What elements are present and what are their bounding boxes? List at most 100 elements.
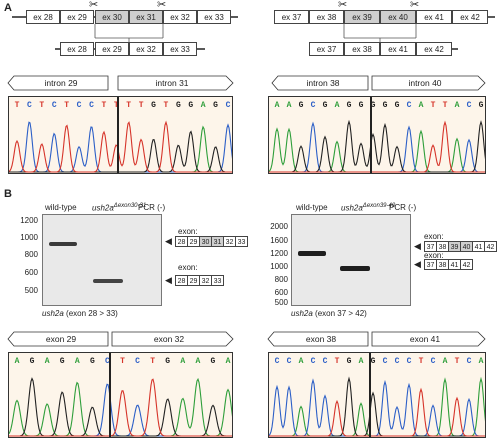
base-call: C (467, 101, 472, 110)
base-call: G (90, 357, 95, 366)
lane-wild-type: wild-type (45, 203, 77, 212)
deleted-exon-box: ex 40 (380, 10, 416, 24)
exon-label: exon 32 (153, 334, 185, 344)
ladder-tick: 800 (274, 275, 288, 284)
intron-label: intron 31 (155, 78, 189, 88)
base-call: A (226, 357, 231, 366)
ladder-tick: 600 (24, 268, 38, 277)
gel-caption-text: (exon 37 > 42) (315, 309, 367, 318)
base-call: C (52, 101, 57, 110)
base-call: C (27, 101, 32, 110)
exon-box: ex 41 (380, 42, 416, 56)
base-call: G (359, 101, 364, 110)
exon-box: ex 32 (163, 10, 197, 24)
lane-mutant-name: ush2a (341, 203, 363, 213)
base-call: A (75, 357, 80, 366)
base-call: G (395, 101, 400, 110)
exon-box: ex 38 (344, 42, 380, 56)
base-call: C (311, 101, 316, 110)
base-call: G (213, 101, 218, 110)
base-call: G (479, 101, 484, 110)
trace-G (269, 119, 485, 173)
base-call: A (195, 357, 200, 366)
base-call: C (311, 357, 316, 366)
base-call: A (479, 357, 484, 366)
ladder-tick: 1000 (20, 233, 38, 242)
base-call: T (455, 357, 460, 366)
exon-box: ex 29 (95, 42, 129, 56)
scissors-icon: ✂ (157, 0, 167, 11)
exon-label: exon: (178, 227, 198, 236)
base-call: G (347, 101, 352, 110)
exon-label: exon 29 (45, 334, 77, 344)
base-call: A (287, 101, 292, 110)
ladder-tick: 500 (274, 298, 288, 307)
base-call: T (164, 101, 169, 110)
base-call: G (30, 357, 35, 366)
lane-wild-type: wild-type (296, 203, 328, 212)
ladder-tick: 1200 (270, 249, 288, 258)
arrowhead-icon: ◀ (165, 236, 172, 246)
base-call: T (150, 357, 155, 366)
trace-A (9, 377, 232, 437)
exon-box: ex 32 (129, 42, 163, 56)
base-call: A (275, 101, 280, 110)
base-call: C (287, 357, 292, 366)
base-call: G (347, 357, 352, 366)
base-call: C (89, 101, 94, 110)
base-call: T (120, 357, 125, 366)
base-call: T (139, 101, 144, 110)
exon-label: exon: (178, 263, 198, 272)
arrowhead-icon: ◀ (165, 275, 172, 285)
ladder-tick: 1600 (270, 236, 288, 245)
base-call: A (15, 357, 20, 366)
arrowhead-icon: ◀ (414, 241, 421, 251)
lane-mutant: ush2aΔexon30-31 (92, 203, 146, 213)
base-call: C (383, 357, 388, 366)
ladder-tick: 2000 (270, 222, 288, 231)
base-call: A (335, 101, 340, 110)
ladder-tick: 500 (24, 286, 38, 295)
base-call: C (431, 357, 436, 366)
lane-mutant-name: ush2a (92, 203, 114, 213)
lane-pcr-negative: PCR (-) (138, 203, 166, 212)
gel-caption: ush2a (exon 28 > 33) (42, 309, 118, 318)
trace-canvas: TCTCTCCTTTTGTGGAGC (9, 101, 232, 173)
junction-divider (109, 353, 111, 437)
exon-label: exon: (424, 232, 444, 241)
gel-right (291, 214, 411, 306)
base-call: A (201, 101, 206, 110)
junction-divider (370, 97, 372, 173)
base-call: C (467, 357, 472, 366)
gel-band (340, 266, 370, 271)
chromatogram-a-left: TCTCTCCTTTTGTGGAGC (8, 96, 233, 174)
exon-cell: 42 (460, 259, 473, 270)
base-call: G (323, 101, 328, 110)
base-call: A (180, 357, 185, 366)
exon-box: ex 38 (309, 10, 344, 24)
base-call: G (60, 357, 65, 366)
base-call: A (443, 357, 448, 366)
intron-label: intron 40 (408, 78, 442, 88)
base-call: C (395, 357, 400, 366)
lane-pcr-negative: PCR (-) (389, 203, 417, 212)
scissors-icon: ✂ (89, 0, 99, 11)
base-call: C (407, 101, 412, 110)
base-call: G (151, 101, 156, 110)
base-call: G (371, 101, 376, 110)
exon-cell: 33 (211, 275, 224, 286)
base-call: G (371, 357, 376, 366)
intron-arrow-shapes (7, 75, 486, 91)
base-call: T (15, 101, 20, 110)
exon-box: ex 33 (197, 10, 231, 24)
intron-label: intron 38 (306, 78, 340, 88)
gel-left (42, 214, 162, 306)
deleted-exon-box: ex 31 (129, 10, 163, 24)
ladder-tick: 800 (24, 250, 38, 259)
trace-G (9, 130, 232, 173)
trace-T (269, 120, 485, 173)
